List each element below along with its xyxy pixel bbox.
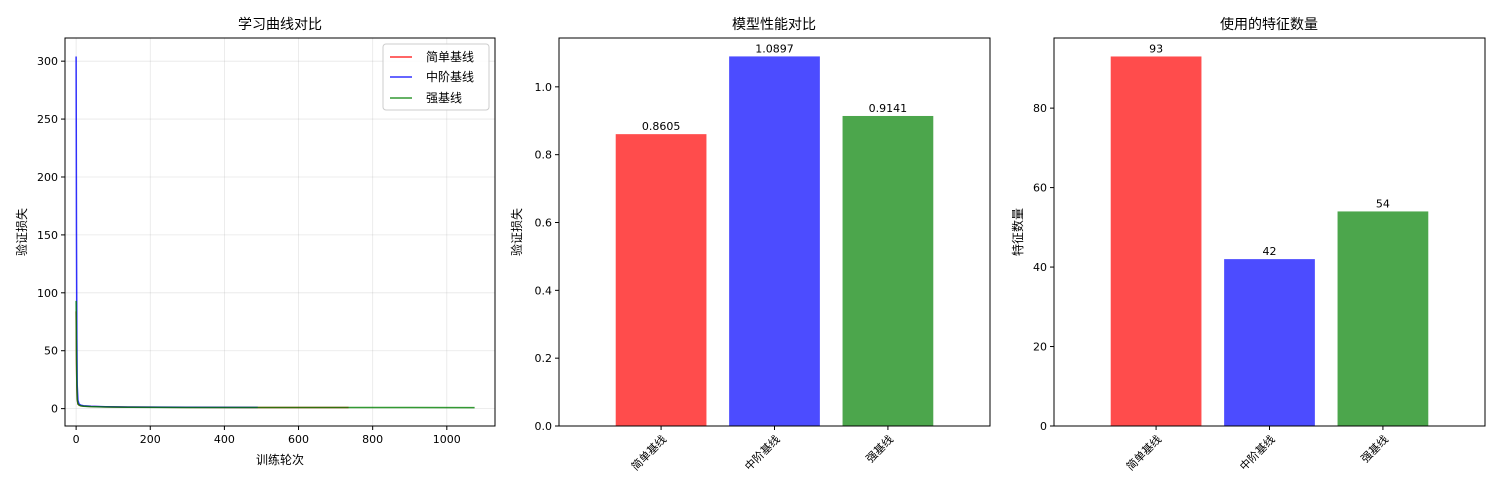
performance-panel: 模型性能对比 验证损失 0.86051.08970.9141 简单基线 中阶基线强… [509,17,991,473]
feature-count-y-tick-label: 80 [1033,102,1047,115]
legend-label-simple: 简单基线 [426,50,474,64]
legend-box [382,43,490,111]
y-tick-label: 250 [37,113,58,126]
y-tick-label: 300 [37,55,58,68]
performance-bar-0 [615,134,707,426]
feature-count-bars: 93 42 54 [1110,42,1429,426]
performance-y-tick-label: 0.6 [535,217,553,230]
feature-count-bar-2 [1337,211,1429,426]
x-tick-label: 0 [73,433,80,446]
performance-ylabel: 验证损失 [509,208,524,256]
performance-value-label-2: 0.9141 [869,102,908,115]
learning-curve-axes-frame [64,37,496,427]
learning-curve-lines [75,56,475,409]
learning-curve-grid [65,38,495,426]
x-tick-label: 600 [288,433,309,446]
learning-curve-xticks: 0 200 400 600 800 1000 [73,426,461,446]
feature-count-value-label-0: 93 [1149,42,1163,55]
feature-count-y-tick-label: 60 [1033,182,1047,195]
legend-label-strong: 强基线 [426,91,462,105]
performance-y-tick-label: 1.0 [535,81,553,94]
legend-label-medium: 中阶基线 [426,69,474,84]
series-line-strong [75,300,475,409]
learning-curve-legend: 简单基线 中阶基线 强基线 [382,43,490,111]
performance-bar-1 [729,56,820,426]
performance-y-tick-label: 0.2 [535,352,553,365]
performance-bars: 0.8605 1.0897 0.9141 [615,42,934,426]
performance-y-tick-label: 0.0 [535,420,553,433]
learning-curve-title: 学习曲线对比 [238,17,322,33]
performance-value-label-0: 0.8605 [642,120,681,133]
learning-curve-ylabel: 验证损失 [14,208,29,256]
performance-y-tick-label: 0.8 [535,149,553,162]
performance-value-label-1: 1.0897 [755,42,794,55]
y-tick-label: 50 [44,345,58,358]
y-tick-label: 0 [51,403,58,416]
feature-count-value-label-2: 54 [1376,197,1390,210]
learning-curve-yticks: 0 50 100 150 200 250 300 [37,55,65,416]
learning-curve-xlabel: 训练轮次 [256,452,304,467]
feature-count-bar-1 [1224,259,1315,426]
performance-yticks: 0.0 0.2 0.4 0.6 0.8 1.0 [535,81,559,433]
x-tick-label: 400 [214,433,235,446]
y-tick-label: 100 [37,287,58,300]
learning-curve-panel: 学习曲线对比 训练轮次 验证损失 0 200 400 600 800 1000 0 50 10… [14,17,496,467]
x-tick-label: 800 [362,433,383,446]
performance-y-tick-label: 0.4 [535,284,553,297]
performance-bar-2 [842,115,934,426]
x-tick-label: 1000 [433,433,461,446]
feature-count-y-tick-label: 20 [1033,341,1047,354]
feature-count-y-tick-label: 40 [1033,261,1047,274]
feature-count-bar-0 [1110,56,1202,426]
feature-count-title: 使用的特征数量 [1220,16,1318,33]
feature-count-value-label-1: 42 [1263,245,1277,258]
feature-count-yticks: 0 20 40 60 80 [1033,102,1054,433]
feature-count-ylabel: 特征数量 [1010,208,1025,256]
performance-title: 模型性能对比 [732,17,816,33]
x-tick-label: 200 [140,433,161,446]
feature-count-y-tick-label: 0 [1040,420,1047,433]
y-tick-label: 150 [37,229,58,242]
y-tick-label: 200 [37,171,58,184]
